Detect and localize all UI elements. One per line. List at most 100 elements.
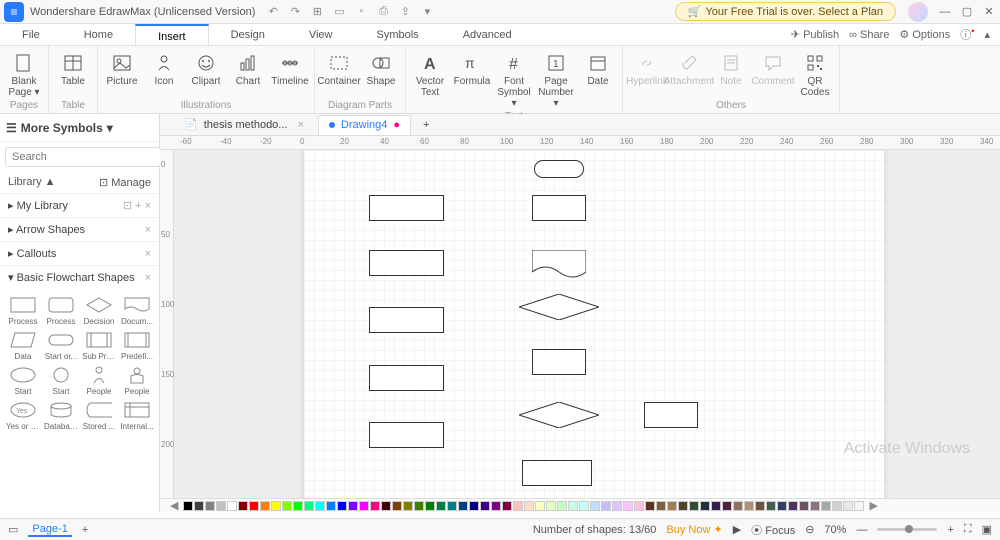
ribbon-vtext-button[interactable]: AVectorText: [410, 48, 450, 109]
section-2[interactable]: ▸ Callouts×: [0, 241, 159, 265]
print-icon[interactable]: ⎙: [375, 5, 391, 18]
trial-banner[interactable]: 🛒 Your Free Trial is over. Select a Plan: [675, 2, 896, 21]
menu-symbols[interactable]: Symbols: [355, 24, 441, 45]
color-swatch[interactable]: [304, 501, 314, 511]
canvas-shape-6[interactable]: [369, 307, 444, 333]
color-swatch[interactable]: [480, 501, 490, 511]
ribbon-note-button[interactable]: Note: [711, 48, 751, 98]
color-swatch[interactable]: [821, 501, 831, 511]
open-icon[interactable]: ▭: [331, 5, 347, 18]
symbol-search-input[interactable]: [5, 147, 161, 167]
color-swatch[interactable]: [689, 501, 699, 511]
publish-link[interactable]: ✈ Publish: [791, 28, 839, 41]
share-link[interactable]: ∞ Share: [849, 29, 889, 41]
menu-home[interactable]: Home: [62, 24, 135, 45]
color-swatch[interactable]: [722, 501, 732, 511]
palette-shape-pred[interactable]: Predefi...: [120, 330, 154, 361]
color-swatch[interactable]: [469, 501, 479, 511]
palette-shape-ellipse[interactable]: Start: [6, 365, 40, 396]
palette-shape-para[interactable]: Data: [6, 330, 40, 361]
color-swatch[interactable]: [216, 501, 226, 511]
color-swatch[interactable]: [777, 501, 787, 511]
ribbon-picture-button[interactable]: Picture: [102, 48, 142, 98]
color-swatch[interactable]: [205, 501, 215, 511]
palette-shape-doc[interactable]: Docum...: [120, 295, 154, 326]
ribbon-table-button[interactable]: Table: [53, 48, 93, 98]
add-page-button[interactable]: +: [82, 524, 88, 536]
ribbon-fsymbol-button[interactable]: #FontSymbol ▾: [494, 48, 534, 109]
color-swatch[interactable]: [249, 501, 259, 511]
canvas-shape-0[interactable]: [534, 160, 584, 178]
zoom-plus-button[interactable]: +: [947, 524, 953, 536]
color-swatch[interactable]: [337, 501, 347, 511]
doc-tab-0[interactable]: 📄thesis methodo...×: [174, 115, 314, 135]
color-swatch[interactable]: [557, 501, 567, 511]
ribbon-date-button[interactable]: Date: [578, 48, 618, 109]
ribbon-attach-button[interactable]: Attachment: [669, 48, 709, 98]
zoom-level[interactable]: 70%: [824, 524, 846, 536]
canvas-shape-12[interactable]: [522, 460, 592, 486]
ribbon-link-button[interactable]: Hyperlink: [627, 48, 667, 98]
section-3[interactable]: ▾ Basic Flowchart Shapes×: [0, 265, 159, 289]
page-surface[interactable]: [304, 150, 884, 498]
color-swatch[interactable]: [524, 501, 534, 511]
undo-icon[interactable]: ↶: [265, 5, 281, 18]
maximize-button[interactable]: ▢: [956, 5, 978, 18]
new-icon[interactable]: ⊞: [309, 5, 325, 18]
color-swatch[interactable]: [623, 501, 633, 511]
color-swatch[interactable]: [854, 501, 864, 511]
zoom-out-button[interactable]: ⊖: [805, 523, 814, 536]
ribbon-qr-button[interactable]: QRCodes: [795, 48, 835, 98]
color-swatch[interactable]: [260, 501, 270, 511]
color-swatch[interactable]: [194, 501, 204, 511]
palette-shape-db[interactable]: Database: [44, 400, 78, 431]
ribbon-formula-button[interactable]: πFormula: [452, 48, 492, 109]
color-swatch[interactable]: [238, 501, 248, 511]
new-tab-button[interactable]: +: [415, 119, 437, 131]
canvas-shape-3[interactable]: [369, 250, 444, 276]
color-swatch[interactable]: [392, 501, 402, 511]
collapse-icon[interactable]: ▴: [984, 28, 990, 41]
ribbon-pnum-button[interactable]: 1PageNumber ▾: [536, 48, 576, 109]
color-swatch[interactable]: [458, 501, 468, 511]
color-swatch[interactable]: [634, 501, 644, 511]
color-swatch[interactable]: [711, 501, 721, 511]
color-swatch[interactable]: [810, 501, 820, 511]
color-swatch[interactable]: [348, 501, 358, 511]
color-swatch[interactable]: [502, 501, 512, 511]
color-swatch[interactable]: [535, 501, 545, 511]
color-swatch[interactable]: [755, 501, 765, 511]
color-swatch[interactable]: [183, 501, 193, 511]
doc-tab-1[interactable]: Drawing4●: [318, 115, 411, 135]
color-swatch[interactable]: [359, 501, 369, 511]
redo-icon[interactable]: ↷: [287, 5, 303, 18]
focus-toggle[interactable]: ⦿ Focus: [751, 522, 795, 538]
palette-shape-subp[interactable]: Sub Pro...: [82, 330, 116, 361]
palette-shape-internal[interactable]: Internal...: [120, 400, 154, 431]
color-swatch[interactable]: [788, 501, 798, 511]
zoom-in-button[interactable]: —: [856, 524, 867, 536]
color-swatch[interactable]: [370, 501, 380, 511]
color-swatch[interactable]: [601, 501, 611, 511]
color-swatch[interactable]: [227, 501, 237, 511]
presentation-icon[interactable]: ▶: [733, 523, 741, 536]
ribbon-comment-button[interactable]: Comment: [753, 48, 793, 98]
canvas[interactable]: Activate Windows: [174, 150, 1000, 498]
zoom-slider[interactable]: [877, 528, 937, 531]
ribbon-page-button[interactable]: BlankPage ▾: [4, 48, 44, 98]
palette-shape-rrect[interactable]: Process: [44, 295, 78, 326]
pages-view-icon[interactable]: ▭: [8, 523, 18, 536]
library-toggle[interactable]: Library ▲: [8, 176, 56, 189]
color-swatch[interactable]: [436, 501, 446, 511]
palette-shape-person[interactable]: People: [82, 365, 116, 396]
color-swatch[interactable]: [590, 501, 600, 511]
color-swatch[interactable]: [414, 501, 424, 511]
canvas-shape-7[interactable]: [532, 349, 586, 375]
palette-shape-persons[interactable]: People: [120, 365, 154, 396]
symbols-header[interactable]: ☰ More Symbols ▾: [0, 114, 159, 142]
page-tab[interactable]: Page-1: [28, 523, 71, 537]
color-swatch[interactable]: [293, 501, 303, 511]
color-swatch[interactable]: [612, 501, 622, 511]
color-swatch[interactable]: [315, 501, 325, 511]
colorbar-left-icon[interactable]: ◀: [166, 499, 182, 512]
